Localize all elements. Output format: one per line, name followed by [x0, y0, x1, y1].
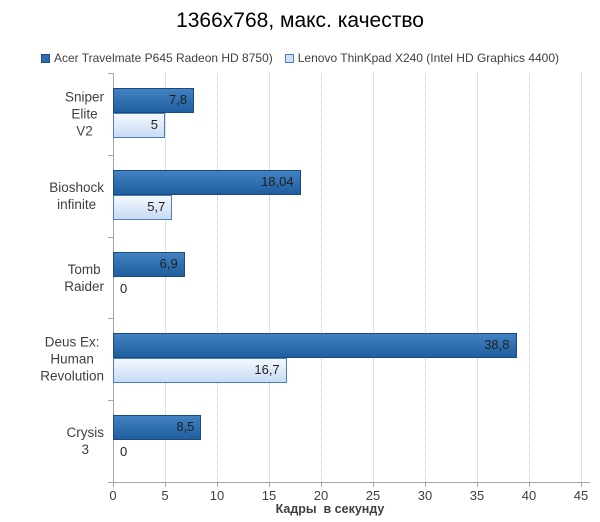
chart-title: 1366x768, макс. качество: [176, 9, 424, 32]
bar-value-label: 6,9: [159, 255, 178, 271]
x-axis-tick: [477, 483, 478, 487]
y-axis-tick: [108, 318, 113, 319]
legend-label-acer: Acer Travelmate P645 Radeon HD 8750): [53, 51, 273, 65]
gridline: [321, 73, 322, 482]
bar-value-label: 38,8: [484, 337, 510, 353]
bar-acer: [113, 87, 195, 113]
x-axis-tick-label: 30: [417, 488, 433, 503]
x-axis-tick-label: 35: [469, 488, 485, 503]
bar-value-label: 8,5: [176, 419, 195, 435]
legend-marker-dark-blue-square: [40, 53, 50, 63]
y-axis-tick: [108, 400, 113, 401]
x-axis-tick: [373, 483, 374, 487]
x-axis-tick: [529, 483, 530, 487]
gridline: [217, 73, 218, 482]
x-axis-tick: [425, 483, 426, 487]
bar-acer: [113, 169, 301, 195]
x-axis-tick-label: 20: [313, 488, 329, 503]
x-axis-tick-label: 15: [261, 488, 277, 503]
x-axis-tick: [269, 483, 270, 487]
x-axis-line: [108, 482, 590, 483]
bar-value-label: 18,04: [261, 173, 294, 189]
x-axis-tick: [581, 483, 582, 487]
x-axis-tick: [217, 483, 218, 487]
y-axis-tick: [108, 155, 113, 156]
x-axis-tick-label: 10: [209, 488, 225, 503]
gridline: [373, 73, 374, 482]
y-axis-line: [113, 73, 114, 482]
legend-item-lenovo: Lenovo ThinKpad X240 (Intel HD Graphics …: [284, 51, 560, 65]
x-axis-tick-label: 0: [109, 488, 117, 503]
x-axis-tick-label: 45: [573, 488, 589, 503]
x-axis-tick: [113, 483, 114, 487]
gridline: [477, 73, 478, 482]
gridline: [581, 73, 582, 482]
x-axis-tick-label: 40: [521, 488, 537, 503]
x-axis-tick: [321, 483, 322, 487]
category-label: Crysis 3: [66, 425, 105, 458]
gridline: [269, 73, 270, 482]
bar-value-label: 5: [150, 116, 158, 132]
gridline: [529, 73, 530, 482]
category-label: Deus Ex: Human Revolution: [40, 334, 104, 384]
y-axis-tick: [108, 237, 113, 238]
bar-value-label-zero: 0: [120, 280, 128, 296]
bar-value-label: 16,7: [254, 362, 280, 378]
bar-acer: [113, 251, 185, 277]
gridline: [425, 73, 426, 482]
category-label: Tomb Raider: [64, 261, 105, 294]
x-axis-tick-label: 25: [365, 488, 381, 503]
x-axis-title: Кадры в секунду: [275, 502, 385, 516]
bar-value-label-zero: 0: [120, 444, 128, 460]
x-axis-tick: [165, 483, 166, 487]
legend: Acer Travelmate P645 Radeon HD 8750) Len…: [0, 51, 600, 65]
bar-value-label: 7,8: [169, 91, 188, 107]
bar-value-label: 5,7: [147, 198, 166, 214]
y-axis-tick: [108, 482, 113, 483]
legend-label-lenovo: Lenovo ThinKpad X240 (Intel HD Graphics …: [297, 51, 560, 65]
x-axis-tick-label: 5: [161, 488, 169, 503]
category-label: Bioshock infinite: [49, 179, 104, 212]
category-label: Sniper Elite V2: [64, 89, 104, 139]
bar-lenovo: [113, 194, 173, 220]
bar-acer: [113, 333, 517, 359]
y-axis-tick: [108, 73, 113, 74]
gridline: [165, 73, 166, 482]
bar-acer: [113, 415, 202, 441]
bar-lenovo: [113, 358, 287, 384]
bar-lenovo: [113, 112, 165, 138]
plot-area: 0 5 10 15 20 25 30 35 40 45 Sniper Elite V2 7,8 5 Bio…: [40, 73, 590, 503]
legend-marker-light-blue-square: [284, 53, 294, 63]
legend-item-acer: Acer Travelmate P645 Radeon HD 8750): [40, 51, 273, 65]
